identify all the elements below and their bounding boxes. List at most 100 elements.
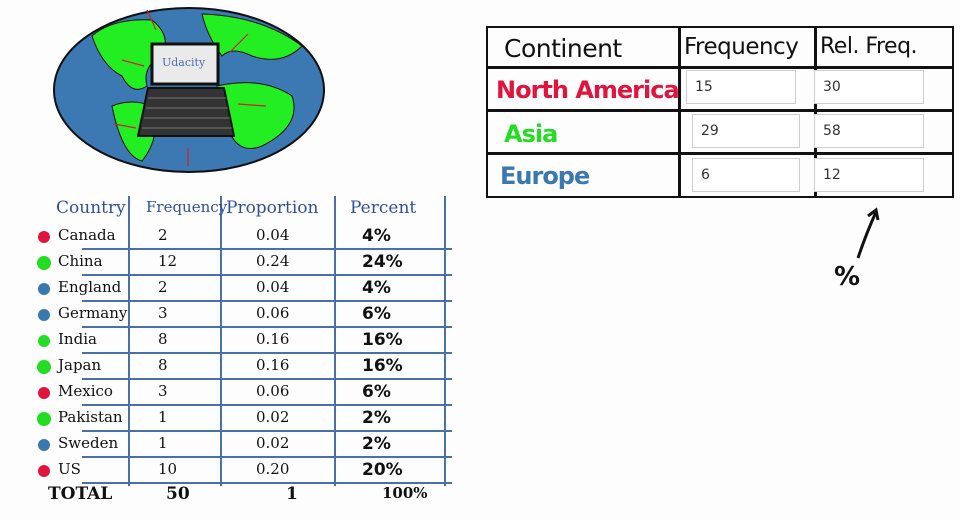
column-divider bbox=[814, 28, 817, 196]
country-frequency-table: Country Frequency Proportion Percent Can… bbox=[30, 196, 460, 516]
total-row: TOTAL 50 1 100% bbox=[30, 482, 460, 508]
header-continent: Continent bbox=[504, 34, 622, 63]
total-label: TOTAL bbox=[48, 484, 113, 504]
continent-name-europe: Europe bbox=[500, 162, 590, 190]
table-row: India 8 0.16 16% bbox=[30, 328, 460, 354]
total-percent: 100% bbox=[382, 484, 428, 502]
table-row: Mexico 3 0.06 6% bbox=[30, 380, 460, 406]
row-divider bbox=[82, 326, 452, 328]
percent-cell: 4% bbox=[362, 278, 391, 298]
frequency-cell: 12 bbox=[158, 252, 178, 270]
percent-cell: 24% bbox=[362, 252, 403, 272]
row-divider bbox=[488, 66, 952, 69]
row-divider bbox=[488, 152, 952, 155]
table-row: Japan 8 0.16 16% bbox=[30, 354, 460, 380]
row-divider bbox=[82, 352, 452, 354]
country-cell: Germany bbox=[58, 304, 128, 322]
row-divider bbox=[82, 248, 452, 250]
table-row: England 2 0.04 4% bbox=[30, 276, 460, 302]
rel-freq-input-asia[interactable] bbox=[814, 114, 924, 148]
annotation-arrow-icon bbox=[856, 207, 880, 259]
table-row: US 10 0.20 20% bbox=[30, 458, 460, 484]
continent-dot-icon bbox=[38, 387, 50, 399]
frequency-cell: 1 bbox=[158, 408, 168, 426]
percent-cell: 2% bbox=[362, 408, 391, 428]
proportion-cell: 0.02 bbox=[256, 408, 290, 426]
continent-name-north-america: North America bbox=[496, 76, 680, 104]
continent-dot-icon bbox=[37, 412, 51, 426]
percent-cell: 16% bbox=[362, 356, 403, 376]
header-frequency: Frequency bbox=[684, 34, 799, 60]
continent-dot-icon bbox=[38, 439, 50, 451]
frequency-cell: 8 bbox=[158, 330, 168, 348]
row-divider bbox=[82, 300, 452, 302]
row-divider bbox=[82, 456, 452, 458]
header-proportion: Proportion bbox=[226, 198, 319, 218]
table-row: Germany 3 0.06 6% bbox=[30, 302, 460, 328]
percent-annotation: % bbox=[834, 262, 861, 292]
continent-name-asia: Asia bbox=[504, 120, 558, 148]
proportion-cell: 0.16 bbox=[256, 356, 290, 374]
header-percent: Percent bbox=[350, 198, 417, 218]
header-rel-freq: Rel. Freq. bbox=[820, 34, 918, 59]
country-cell: England bbox=[58, 278, 122, 296]
continent-frequency-table: Continent Frequency Rel. Freq. North Ame… bbox=[486, 26, 954, 198]
percent-cell: 16% bbox=[362, 330, 403, 350]
total-proportion: 1 bbox=[286, 484, 298, 504]
frequency-input-asia[interactable] bbox=[692, 114, 800, 148]
proportion-cell: 0.16 bbox=[256, 330, 290, 348]
row-divider bbox=[82, 430, 452, 432]
frequency-cell: 2 bbox=[158, 226, 168, 244]
country-cell: Sweden bbox=[58, 434, 119, 452]
column-divider bbox=[128, 196, 130, 486]
frequency-cell: 3 bbox=[158, 304, 168, 322]
row-divider bbox=[82, 274, 452, 276]
frequency-cell: 1 bbox=[158, 434, 168, 452]
proportion-cell: 0.24 bbox=[256, 252, 290, 270]
frequency-cell: 10 bbox=[158, 460, 178, 478]
frequency-cell: 8 bbox=[158, 356, 168, 374]
continent-dot-icon bbox=[38, 231, 50, 243]
country-cell: Mexico bbox=[58, 382, 113, 400]
proportion-cell: 0.20 bbox=[256, 460, 290, 478]
proportion-cell: 0.06 bbox=[256, 304, 290, 322]
percent-cell: 6% bbox=[362, 304, 391, 324]
frequency-cell: 3 bbox=[158, 382, 168, 400]
table-row: Pakistan 1 0.02 2% bbox=[30, 406, 460, 432]
laptop-label: Udacity bbox=[162, 56, 206, 69]
column-divider bbox=[220, 196, 222, 486]
proportion-cell: 0.04 bbox=[256, 226, 290, 244]
continent-dot-icon bbox=[37, 256, 51, 270]
percent-cell: 20% bbox=[362, 460, 403, 480]
proportion-cell: 0.04 bbox=[256, 278, 290, 296]
frequency-input-north-america[interactable] bbox=[686, 70, 796, 104]
percent-cell: 6% bbox=[362, 382, 391, 402]
rel-freq-input-europe[interactable] bbox=[814, 158, 924, 192]
total-frequency: 50 bbox=[166, 484, 190, 504]
column-divider bbox=[334, 196, 336, 486]
country-cell: China bbox=[58, 252, 103, 270]
row-divider bbox=[82, 404, 452, 406]
continent-dot-icon bbox=[38, 335, 50, 347]
continent-dot-icon bbox=[38, 465, 50, 477]
row-divider bbox=[82, 482, 452, 484]
country-cell: Canada bbox=[58, 226, 116, 244]
continent-dot-icon bbox=[38, 283, 50, 295]
header-country: Country bbox=[56, 198, 126, 218]
table-row: Canada 2 0.04 4% bbox=[30, 224, 460, 250]
proportion-cell: 0.06 bbox=[256, 382, 290, 400]
country-cell: US bbox=[58, 460, 81, 478]
row-divider bbox=[488, 109, 952, 112]
continent-dot-icon bbox=[38, 309, 50, 321]
percent-cell: 4% bbox=[362, 226, 391, 246]
percent-cell: 2% bbox=[362, 434, 391, 454]
country-cell: Pakistan bbox=[58, 408, 123, 426]
frequency-input-europe[interactable] bbox=[692, 158, 800, 192]
rel-freq-input-north-america[interactable] bbox=[814, 70, 924, 104]
column-divider bbox=[444, 196, 446, 486]
row-divider bbox=[82, 378, 452, 380]
header-frequency: Frequency bbox=[146, 198, 228, 216]
country-cell: India bbox=[58, 330, 97, 348]
table-row: China 12 0.24 24% bbox=[30, 250, 460, 276]
proportion-cell: 0.02 bbox=[256, 434, 290, 452]
